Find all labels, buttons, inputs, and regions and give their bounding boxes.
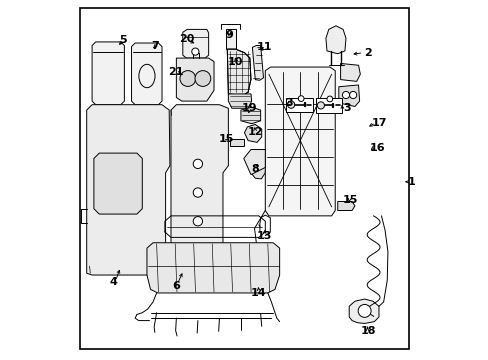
- Circle shape: [342, 91, 349, 99]
- Text: 13: 13: [256, 231, 271, 240]
- Circle shape: [349, 91, 356, 99]
- Text: 4: 4: [109, 277, 117, 287]
- Text: 18: 18: [360, 325, 375, 336]
- Polygon shape: [171, 105, 228, 275]
- Polygon shape: [250, 155, 265, 179]
- Polygon shape: [228, 94, 251, 108]
- Text: 2: 2: [364, 48, 371, 58]
- Polygon shape: [131, 43, 162, 105]
- Text: 12: 12: [247, 127, 263, 136]
- Text: 14: 14: [250, 288, 266, 298]
- Text: 15: 15: [342, 195, 357, 205]
- Text: 16: 16: [368, 143, 384, 153]
- Circle shape: [193, 159, 202, 168]
- Circle shape: [191, 48, 199, 55]
- Text: 3: 3: [342, 103, 350, 113]
- Polygon shape: [348, 299, 378, 323]
- Circle shape: [317, 102, 324, 109]
- Circle shape: [326, 96, 332, 102]
- Circle shape: [287, 101, 294, 108]
- Text: 6: 6: [172, 281, 180, 291]
- Bar: [285, 98, 312, 112]
- Polygon shape: [147, 243, 279, 293]
- Ellipse shape: [139, 64, 155, 87]
- Polygon shape: [225, 30, 235, 49]
- Polygon shape: [325, 26, 346, 54]
- Polygon shape: [183, 30, 208, 58]
- Text: 9: 9: [225, 30, 233, 40]
- Circle shape: [298, 96, 304, 102]
- Text: 1: 1: [407, 177, 414, 187]
- Polygon shape: [244, 149, 265, 175]
- Polygon shape: [94, 153, 142, 214]
- Text: 21: 21: [168, 67, 184, 77]
- Circle shape: [193, 188, 202, 197]
- Text: 20: 20: [179, 35, 194, 44]
- Text: 17: 17: [370, 118, 386, 128]
- Polygon shape: [86, 105, 169, 275]
- Text: 11: 11: [256, 42, 271, 52]
- Text: 5: 5: [119, 35, 126, 45]
- Bar: [316, 98, 341, 113]
- Circle shape: [357, 305, 370, 318]
- Polygon shape: [176, 58, 214, 101]
- Polygon shape: [337, 202, 354, 211]
- Polygon shape: [230, 139, 244, 146]
- Text: 7: 7: [151, 41, 159, 50]
- Polygon shape: [265, 67, 335, 216]
- Circle shape: [195, 71, 210, 86]
- Polygon shape: [338, 85, 359, 107]
- Circle shape: [193, 217, 202, 226]
- Text: 3: 3: [285, 98, 292, 108]
- Polygon shape: [244, 125, 261, 142]
- Text: 10: 10: [227, 57, 243, 67]
- Polygon shape: [241, 107, 260, 124]
- Polygon shape: [92, 42, 124, 105]
- Polygon shape: [227, 49, 250, 96]
- Text: 15: 15: [219, 134, 234, 144]
- Text: 8: 8: [251, 164, 259, 174]
- Polygon shape: [340, 63, 360, 81]
- Circle shape: [180, 71, 195, 86]
- Polygon shape: [252, 45, 263, 80]
- Text: 19: 19: [241, 103, 257, 113]
